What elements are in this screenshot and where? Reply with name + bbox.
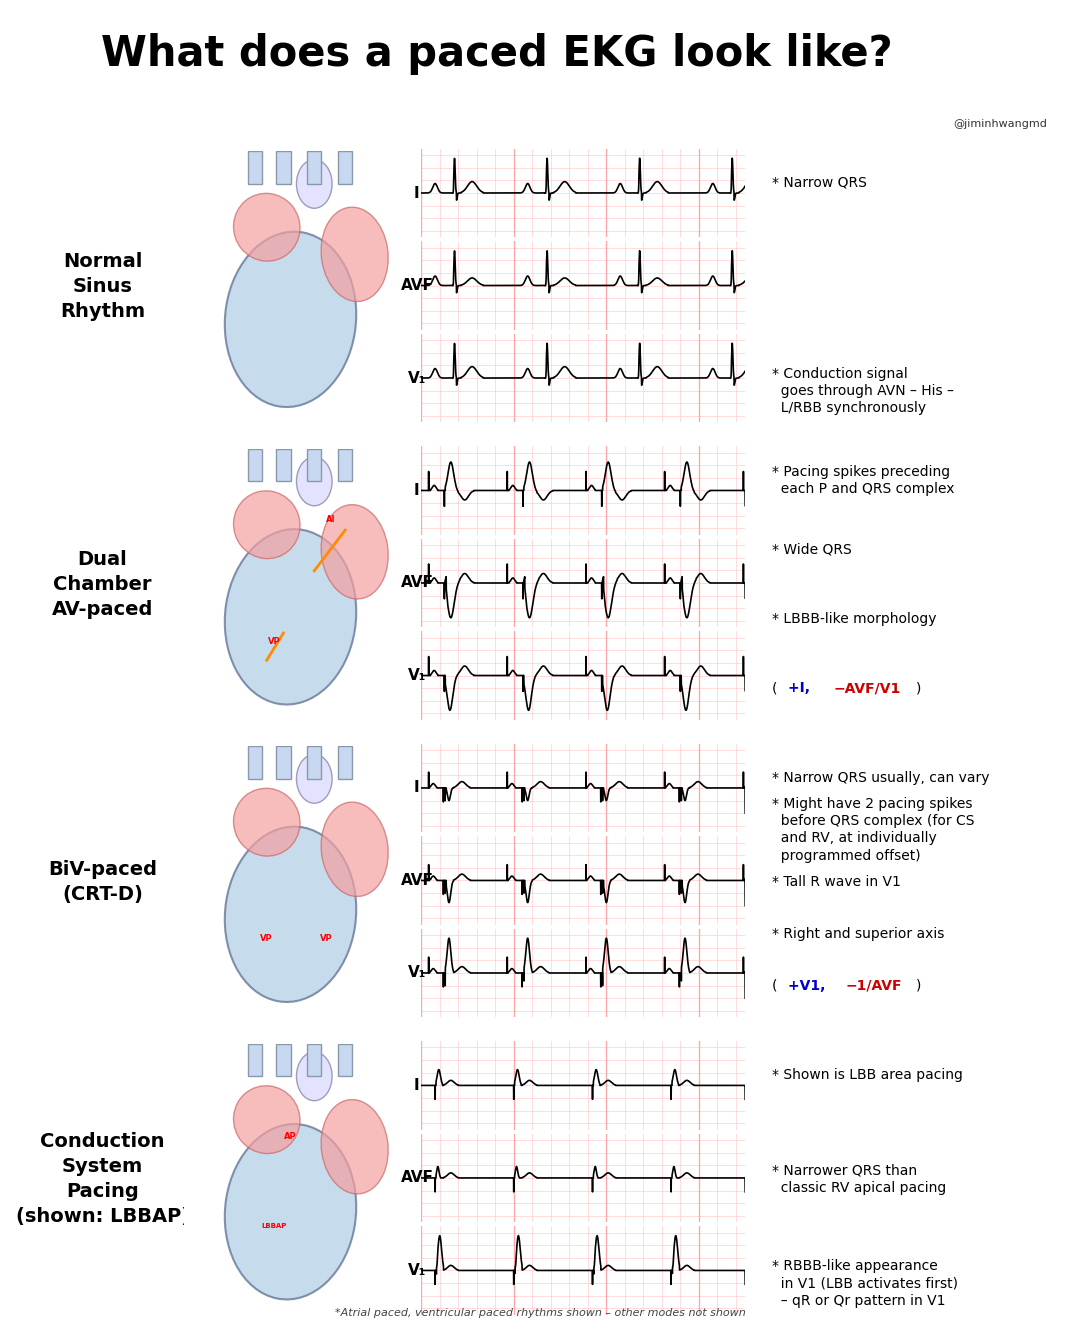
- Text: * Pacing spikes preceding
  each P and QRS complex: * Pacing spikes preceding each P and QRS…: [772, 465, 955, 495]
- Text: AP: AP: [284, 1131, 297, 1141]
- Text: * Shown is LBB area pacing: * Shown is LBB area pacing: [772, 1068, 963, 1082]
- Text: I: I: [414, 186, 420, 201]
- Text: (: (: [772, 979, 778, 993]
- Ellipse shape: [296, 457, 333, 506]
- Ellipse shape: [321, 207, 388, 301]
- Bar: [247, 746, 262, 778]
- Bar: [276, 449, 291, 481]
- Text: *Atrial paced, ventricular paced rhythms shown – other modes not shown: *Atrial paced, ventricular paced rhythms…: [335, 1308, 745, 1319]
- Text: −AVF/V1: −AVF/V1: [834, 681, 901, 696]
- Bar: [247, 1044, 262, 1076]
- Text: I: I: [414, 781, 420, 795]
- Text: +I,: +I,: [788, 681, 815, 696]
- Bar: [307, 449, 322, 481]
- Ellipse shape: [296, 159, 333, 208]
- Text: Dual
Chamber
AV-paced: Dual Chamber AV-paced: [52, 550, 153, 619]
- Text: LBBAP: LBBAP: [261, 1223, 286, 1228]
- Text: +V1,: +V1,: [788, 979, 831, 993]
- Text: IM: IM: [980, 57, 1029, 92]
- Bar: [307, 151, 322, 183]
- Ellipse shape: [321, 802, 388, 896]
- Ellipse shape: [225, 529, 356, 704]
- Text: What does a paced EKG look like?: What does a paced EKG look like?: [100, 33, 893, 76]
- Ellipse shape: [233, 194, 300, 262]
- Text: V₁: V₁: [407, 1263, 427, 1278]
- Text: AVF: AVF: [401, 1170, 433, 1186]
- Text: AVF: AVF: [401, 872, 433, 888]
- Text: AVF: AVF: [401, 575, 433, 591]
- Text: I: I: [414, 483, 420, 498]
- Text: −1/AVF: −1/AVF: [846, 979, 902, 993]
- Text: CORE: CORE: [982, 23, 1027, 39]
- Text: * Narrow QRS: * Narrow QRS: [772, 175, 867, 190]
- Text: * Right and superior axis: * Right and superior axis: [772, 927, 945, 940]
- Ellipse shape: [225, 231, 356, 406]
- Text: ): ): [916, 979, 921, 993]
- Ellipse shape: [233, 789, 300, 857]
- Bar: [307, 1044, 322, 1076]
- Bar: [307, 746, 322, 778]
- Text: VP: VP: [268, 637, 280, 645]
- Text: VP: VP: [320, 935, 333, 943]
- Bar: [247, 449, 262, 481]
- Text: ): ): [916, 681, 921, 696]
- Text: VP: VP: [260, 935, 273, 943]
- Text: I: I: [414, 1078, 420, 1093]
- Ellipse shape: [296, 1052, 333, 1101]
- Text: V₁: V₁: [407, 965, 427, 980]
- Text: * Narrow QRS usually, can vary: * Narrow QRS usually, can vary: [772, 770, 989, 785]
- Ellipse shape: [321, 1100, 388, 1194]
- Text: V₁: V₁: [407, 371, 427, 385]
- Bar: [276, 1044, 291, 1076]
- Bar: [338, 449, 352, 481]
- Text: * LBBB-like morphology: * LBBB-like morphology: [772, 612, 936, 625]
- Text: * Tall R wave in V1: * Tall R wave in V1: [772, 875, 901, 888]
- Text: Normal
Sinus
Rhythm: Normal Sinus Rhythm: [60, 252, 145, 321]
- Bar: [338, 1044, 352, 1076]
- Bar: [276, 746, 291, 778]
- Text: @jiminhwangmd: @jiminhwangmd: [954, 118, 1048, 129]
- Text: V₁: V₁: [407, 668, 427, 683]
- Text: (: (: [772, 681, 778, 696]
- Bar: [338, 151, 352, 183]
- Ellipse shape: [225, 1123, 356, 1299]
- Bar: [338, 746, 352, 778]
- Text: AI: AI: [326, 515, 336, 525]
- Ellipse shape: [225, 826, 356, 1001]
- Text: * Might have 2 pacing spikes
  before QRS complex (for CS
  and RV, at individua: * Might have 2 pacing spikes before QRS …: [772, 797, 975, 863]
- Text: * Conduction signal
  goes through AVN – His –
  L/RBB synchronously: * Conduction signal goes through AVN – H…: [772, 367, 954, 416]
- Text: AVF: AVF: [401, 278, 433, 293]
- Text: * RBBB-like appearance
  in V1 (LBB activates first)
  – qR or Qr pattern in V1: * RBBB-like appearance in V1 (LBB activa…: [772, 1259, 958, 1308]
- Text: * Narrower QRS than
  classic RV apical pacing: * Narrower QRS than classic RV apical pa…: [772, 1163, 946, 1195]
- Ellipse shape: [321, 505, 388, 599]
- Ellipse shape: [296, 754, 333, 803]
- Text: * Wide QRS: * Wide QRS: [772, 543, 852, 556]
- Text: BiV-paced
(CRT-D): BiV-paced (CRT-D): [49, 859, 157, 904]
- Ellipse shape: [233, 491, 300, 559]
- Ellipse shape: [233, 1086, 300, 1154]
- Bar: [247, 151, 262, 183]
- Bar: [276, 151, 291, 183]
- Text: Conduction
System
Pacing
(shown: LBBAP): Conduction System Pacing (shown: LBBAP): [15, 1133, 190, 1226]
